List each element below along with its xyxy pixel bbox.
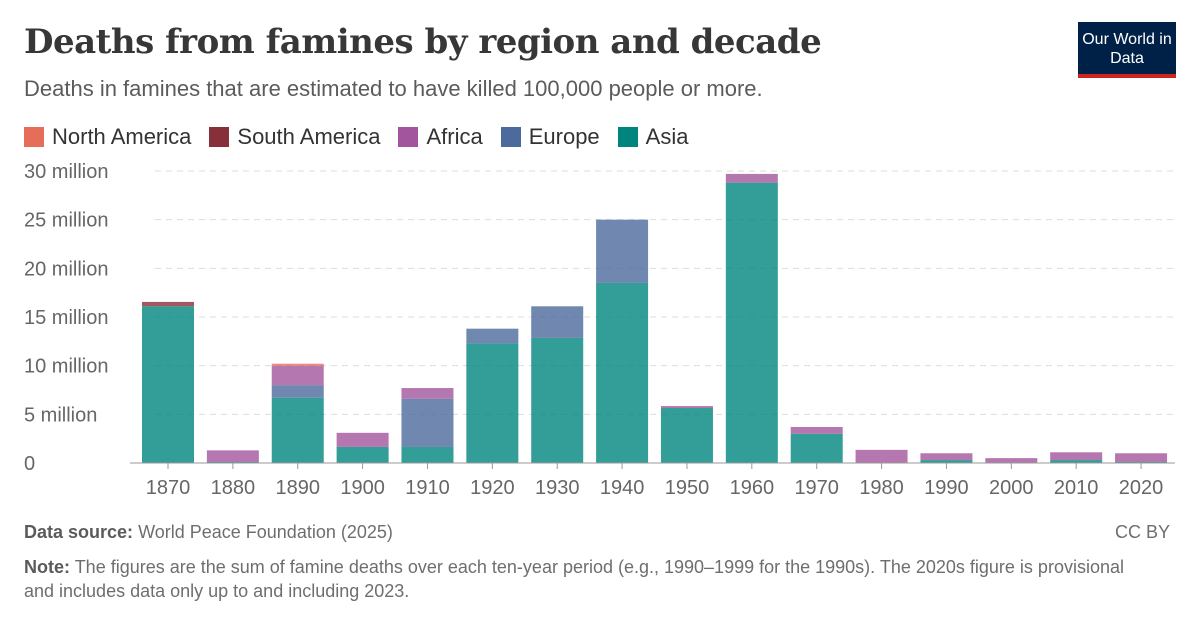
note-label: Note:	[24, 557, 70, 577]
y-tick-label: 10 million	[24, 356, 108, 378]
bar-segment-asia[interactable]	[1050, 460, 1103, 463]
x-tick-label: 1960	[730, 477, 775, 499]
x-tick-label: 1970	[794, 477, 839, 499]
bar-segment-asia[interactable]	[660, 408, 713, 463]
legend-swatch	[500, 127, 521, 147]
bar-segment-africa[interactable]	[920, 453, 973, 461]
bar-segment-africa[interactable]	[401, 388, 454, 399]
legend-item[interactable]: Europe	[500, 124, 600, 150]
bar-segment-africa[interactable]	[206, 450, 259, 463]
legend-label: South America	[237, 124, 381, 149]
y-tick-label: 0	[24, 453, 35, 475]
bar-segment-europe[interactable]	[401, 398, 454, 447]
license[interactable]: CC BY	[1114, 522, 1170, 542]
bar-segment-north-america[interactable]	[271, 363, 324, 366]
source-label: Data source:	[24, 522, 134, 542]
bar-segment-africa[interactable]	[855, 449, 908, 463]
note-text: The figures are the sum of famine deaths…	[24, 557, 1124, 601]
bar-segment-africa[interactable]	[1050, 452, 1103, 461]
x-tick-label: 2000	[989, 477, 1034, 499]
legend-label: Africa	[426, 124, 483, 149]
bar-segment-asia[interactable]	[920, 460, 973, 463]
bar-segment-europe[interactable]	[466, 328, 519, 344]
bar-segment-europe[interactable]	[596, 219, 649, 283]
bar-segment-asia[interactable]	[142, 306, 194, 463]
x-tick-label: 1920	[470, 477, 515, 499]
legend-swatch	[617, 127, 638, 147]
x-tick-label: 1880	[211, 477, 256, 499]
y-tick-label: 20 million	[24, 258, 108, 280]
chart-title: Deaths from famines by region and decade	[24, 22, 822, 62]
bar-segment-europe[interactable]	[271, 385, 324, 398]
bar-segment-africa[interactable]	[1115, 453, 1168, 463]
y-tick-label: 30 million	[24, 161, 108, 183]
legend-label: North America	[52, 124, 192, 149]
bar-segment-africa[interactable]	[271, 365, 324, 386]
source-line: Data source: World Peace Foundation (202…	[24, 522, 393, 543]
x-tick-label: 1940	[600, 477, 645, 499]
bar-segment-asia[interactable]	[336, 446, 389, 463]
x-tick-label: 1900	[340, 477, 385, 499]
bar-segment-asia[interactable]	[466, 343, 519, 463]
legend-swatch	[209, 127, 230, 147]
x-tick-label: 1930	[535, 477, 580, 499]
source-link[interactable]: World Peace Foundation (2025)	[138, 522, 393, 542]
x-tick-label: 1990	[924, 477, 969, 499]
bar-segment-africa[interactable]	[790, 426, 843, 434]
bar-segment-europe[interactable]	[531, 306, 584, 338]
x-tick-label: 1870	[146, 477, 191, 499]
bar-segment-asia[interactable]	[725, 182, 778, 463]
bar-segment-africa[interactable]	[985, 458, 1038, 463]
bar-segment-asia[interactable]	[596, 282, 649, 463]
legend-swatch	[398, 127, 419, 147]
x-tick-label: 2020	[1119, 477, 1164, 499]
bar-segment-south-america[interactable]	[142, 301, 194, 307]
bar-segment-asia[interactable]	[401, 446, 454, 463]
y-tick-label: 25 million	[24, 210, 108, 232]
bar-segment-africa[interactable]	[660, 406, 713, 409]
x-tick-label: 1910	[405, 477, 450, 499]
legend-swatch	[24, 127, 44, 147]
note: Note: The figures are the sum of famine …	[24, 555, 1154, 603]
y-tick-label: 5 million	[24, 404, 97, 426]
legend-item[interactable]: North America	[24, 124, 191, 150]
y-tick-label: 15 million	[24, 307, 108, 329]
x-tick-label: 1950	[665, 477, 710, 499]
legend-item[interactable]: Asia	[617, 124, 689, 150]
legend-label: Asia	[645, 124, 689, 149]
x-tick-label: 1980	[859, 477, 904, 499]
x-tick-label: 1890	[275, 477, 320, 499]
bar-segment-africa[interactable]	[336, 432, 389, 447]
owid-logo[interactable]: Our World in Data	[1078, 22, 1176, 78]
bar-segment-africa[interactable]	[725, 173, 778, 183]
bar-segment-asia[interactable]	[790, 433, 843, 463]
legend-item[interactable]: South America	[209, 124, 380, 150]
x-tick-label: 2010	[1054, 477, 1099, 499]
chart-subtitle: Deaths in famines that are estimated to …	[24, 76, 763, 101]
bar-segment-asia[interactable]	[531, 337, 584, 463]
legend: North America South America Africa Europe As…	[24, 124, 688, 150]
legend-item[interactable]: Africa	[398, 124, 483, 150]
legend-label: Europe	[528, 124, 600, 149]
bar-segment-asia[interactable]	[271, 397, 324, 463]
